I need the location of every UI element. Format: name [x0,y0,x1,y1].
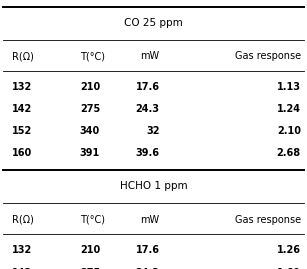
Text: mW: mW [141,215,160,225]
Text: 275: 275 [80,268,100,269]
Text: 32: 32 [146,126,160,136]
Text: Gas response: Gas response [235,51,301,61]
Text: R(Ω): R(Ω) [12,215,34,225]
Text: 2.68: 2.68 [277,148,301,158]
Text: HCHO 1 ppm: HCHO 1 ppm [120,182,187,192]
Text: 142: 142 [12,104,33,114]
Text: 275: 275 [80,104,100,114]
Text: 391: 391 [80,148,100,158]
Text: 1.69: 1.69 [277,268,301,269]
Text: 340: 340 [80,126,100,136]
Text: 142: 142 [12,268,33,269]
Text: CO 25 ppm: CO 25 ppm [124,18,183,28]
Text: R(Ω): R(Ω) [12,51,34,61]
Text: 17.6: 17.6 [136,82,160,92]
Text: 1.13: 1.13 [277,82,301,92]
Text: 17.6: 17.6 [136,246,160,256]
Text: 1.24: 1.24 [277,104,301,114]
Text: 39.6: 39.6 [136,148,160,158]
Text: mW: mW [141,51,160,61]
Text: 160: 160 [12,148,33,158]
Text: 152: 152 [12,126,33,136]
Text: T(°C): T(°C) [80,215,105,225]
Text: 1.26: 1.26 [277,246,301,256]
Text: 24.3: 24.3 [136,104,160,114]
Text: 24.3: 24.3 [136,268,160,269]
Text: 210: 210 [80,246,100,256]
Text: 132: 132 [12,246,33,256]
Text: Gas response: Gas response [235,215,301,225]
Text: 2.10: 2.10 [277,126,301,136]
Text: T(°C): T(°C) [80,51,105,61]
Text: 132: 132 [12,82,33,92]
Text: 210: 210 [80,82,100,92]
